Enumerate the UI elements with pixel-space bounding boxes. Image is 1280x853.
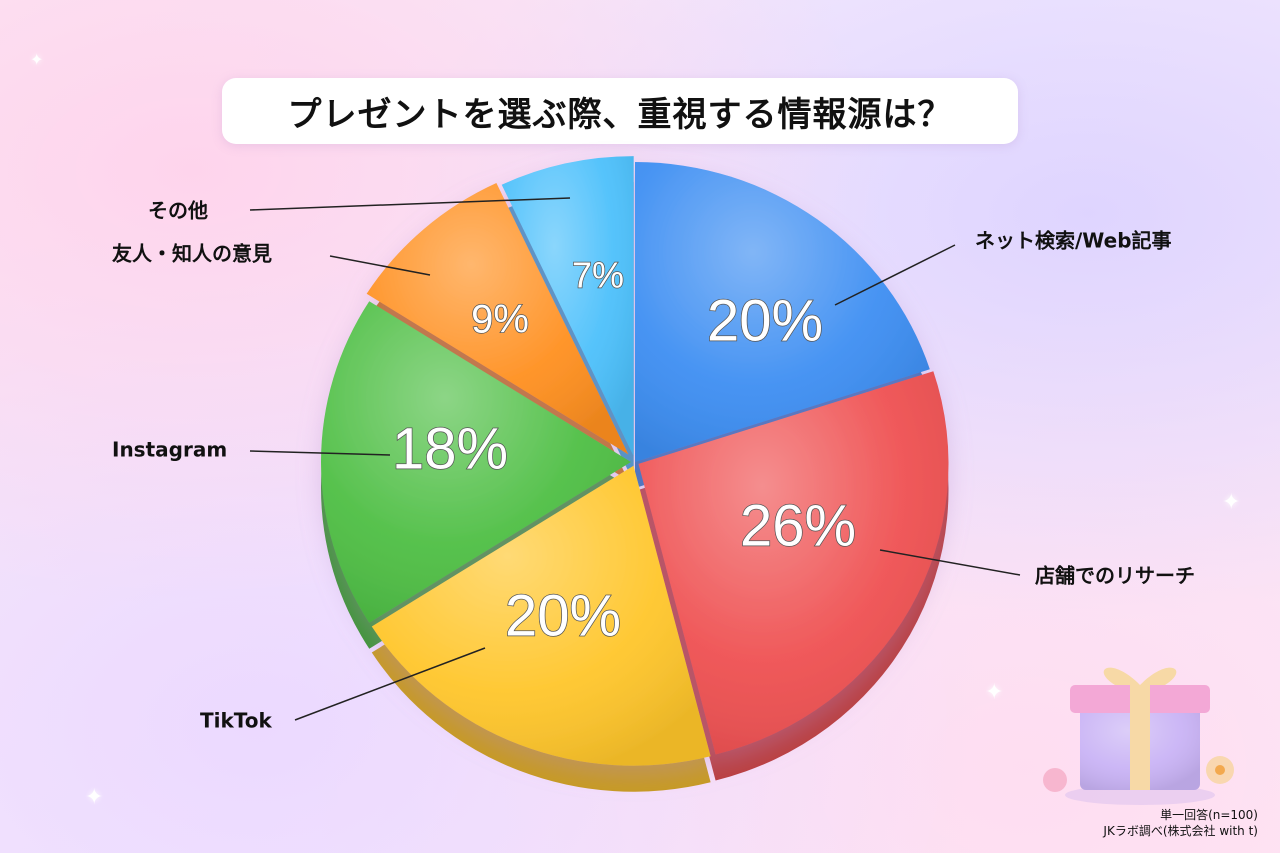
- percent-label: 20%: [505, 583, 621, 648]
- percent-label: 18%: [392, 416, 508, 481]
- category-label: TikTok: [200, 709, 273, 733]
- percent-label: 9%: [471, 298, 529, 342]
- leader-lines: [249, 197, 1021, 721]
- percent-labels: 20% 26% 20% 18% 9% 7%: [391, 254, 857, 649]
- pie-slice-gloss: [635, 162, 930, 462]
- category-label: 友人・知人の意見: [112, 242, 272, 266]
- sparkle-icon: ✦: [85, 785, 104, 810]
- category-label: 店舗でのリサーチ: [1035, 564, 1195, 588]
- category-label: Instagram: [112, 438, 227, 462]
- pie-slice-gloss: [371, 465, 711, 766]
- chart-title: プレゼントを選ぶ際、重視する情報源は？: [287, 94, 953, 135]
- percent-label: 26%: [740, 493, 856, 558]
- leader-line: [879, 549, 1021, 576]
- sparkle-icon: ✦: [985, 680, 1004, 705]
- sparkle-icon: ✦: [30, 50, 44, 69]
- category-label: ネット検索/Web記事: [975, 229, 1172, 253]
- leader-line: [834, 244, 956, 306]
- sparkle-icon: ✦: [1222, 490, 1241, 515]
- pie-slice-gloss: [321, 301, 631, 623]
- footnote: 単一回答(n=100) JKラボ調べ(株式会社 with t): [1103, 807, 1258, 839]
- pie-slice-gloss: [638, 371, 949, 755]
- footnote-sample: 単一回答(n=100): [1160, 808, 1258, 822]
- percent-label: 7%: [572, 255, 624, 296]
- gift-box-icon: [1043, 667, 1234, 805]
- title-box: プレゼントを選ぶ際、重視する情報源は？: [222, 78, 1018, 144]
- percent-label: 20%: [707, 288, 823, 353]
- leader-line: [329, 255, 431, 276]
- leader-line: [249, 197, 571, 211]
- footnote-source: JKラボ調べ(株式会社 with t): [1103, 824, 1258, 838]
- pie-slice-gloss: [366, 183, 629, 455]
- pie-slices: [321, 156, 949, 766]
- leader-line: [294, 647, 486, 721]
- category-label: その他: [148, 199, 208, 223]
- pie-slice-gloss: [501, 156, 634, 457]
- leader-line: [249, 450, 391, 456]
